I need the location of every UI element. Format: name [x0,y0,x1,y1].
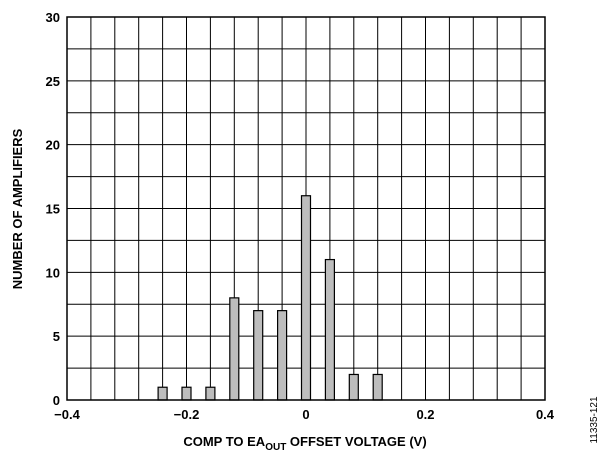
y-tick-label: 30 [46,10,60,25]
bars [157,195,383,401]
y-tick-label: 10 [46,265,60,280]
y-tick-label: 15 [46,202,60,217]
histogram-bar [205,386,216,401]
x-tick-label: −0.2 [174,407,200,422]
x-tick-label: 0.2 [416,407,434,422]
histogram-bar [372,373,383,401]
histogram-bar [324,258,335,401]
histogram-bar [181,386,192,401]
histogram-bar [348,373,359,401]
x-tick-labels: −0.4 −0.2 0 0.2 0.4 [54,407,555,422]
x-axis-label-rest: OFFSET VOLTAGE (V) [286,434,426,449]
plot-frame [66,16,546,401]
histogram-bar [277,310,288,401]
x-axis-label-main: COMP TO EA [183,434,265,449]
histogram-bar [253,310,264,401]
histogram-bar [300,195,312,401]
histogram-bar [229,297,240,401]
figure-code: 11335-121 [589,396,600,444]
x-axis-label-subscript: OUT [265,442,286,453]
y-tick-labels: 0 5 10 15 20 25 30 [46,10,60,408]
histogram-bar [157,386,168,401]
y-tick-label: 20 [46,138,60,153]
y-tick-label: 5 [53,329,60,344]
x-tick-label: −0.4 [54,407,80,422]
x-tick-label: 0 [302,407,309,422]
x-axis-label: COMP TO EAOUT OFFSET VOLTAGE (V) [183,434,426,453]
x-tick-label: 0.4 [536,407,555,422]
y-tick-label: 25 [46,74,60,89]
y-tick-label: 0 [53,393,60,408]
y-axis-label: NUMBER OF AMPLIFIERS [10,128,25,289]
